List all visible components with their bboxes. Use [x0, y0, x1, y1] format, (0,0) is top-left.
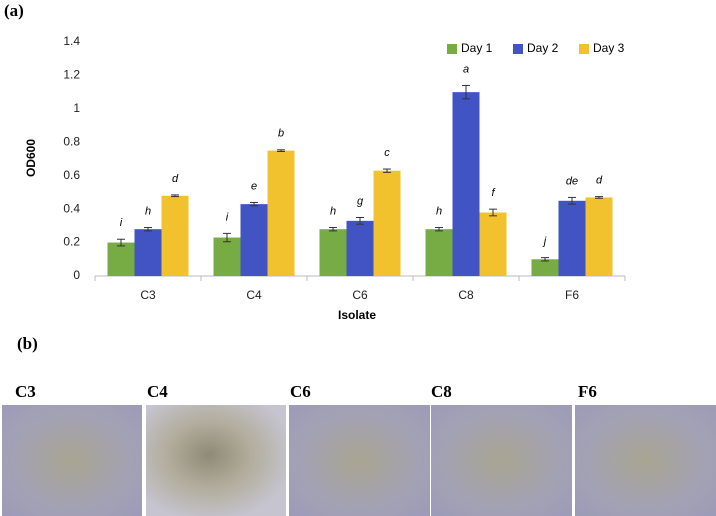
error-bar [117, 238, 125, 247]
x-tick-label: C6 [352, 288, 368, 302]
significance-letter: e [251, 180, 257, 192]
micrographs [2, 405, 716, 516]
micrograph [431, 405, 572, 516]
bar [479, 212, 507, 276]
legend-swatch [579, 44, 589, 54]
x-tick-label: F6 [565, 288, 579, 302]
y-tick-label: 0.8 [63, 134, 80, 148]
error-bar [223, 232, 231, 243]
error-bar [383, 168, 391, 173]
bar [585, 197, 613, 276]
error-bar [462, 84, 470, 100]
significance-letter: de [566, 175, 578, 187]
micrograph [575, 405, 716, 516]
y-tick-label: 0.6 [63, 168, 80, 182]
image-label: C8 [431, 382, 452, 401]
error-bar [329, 227, 337, 232]
significance-letter: j [542, 236, 547, 248]
bar [107, 242, 135, 276]
legend-swatch [513, 44, 523, 54]
y-tick-label: 1 [73, 101, 80, 115]
x-tick-label: C3 [140, 288, 156, 302]
error-bar [250, 201, 258, 207]
panel-label: (a) [4, 1, 24, 20]
error-bar [595, 196, 603, 199]
significance-letter: h [436, 205, 442, 217]
bar [213, 237, 241, 276]
bar [134, 229, 162, 276]
bar [161, 195, 189, 276]
legend-label: Day 1 [461, 41, 493, 55]
bar [267, 150, 295, 276]
micrograph [2, 405, 142, 516]
bar [373, 170, 401, 276]
bar [240, 204, 268, 276]
significance-letter: f [491, 187, 495, 199]
error-bar [541, 257, 549, 262]
y-tick-label: 1.4 [63, 34, 80, 48]
significance-letter: i [226, 211, 229, 223]
image-label: C6 [290, 382, 311, 401]
significance-letter: i [120, 217, 123, 229]
legend-label: Day 3 [593, 41, 625, 55]
error-bar [144, 227, 152, 232]
micrograph [146, 405, 286, 516]
significance-letter: a [463, 63, 469, 75]
micrograph [289, 405, 430, 516]
error-bar [356, 217, 364, 225]
significance-letter: c [384, 147, 390, 159]
error-bar [489, 208, 497, 217]
significance-letter: d [596, 175, 603, 187]
bar [558, 200, 586, 276]
error-bar [171, 194, 179, 198]
bar [319, 229, 347, 276]
significance-letter: h [145, 205, 151, 217]
y-tick-label: 0.2 [63, 235, 80, 249]
bar [531, 259, 559, 276]
image-label: F6 [578, 382, 597, 401]
image-label: C4 [147, 382, 168, 401]
y-axis-label: OD600 [24, 139, 38, 177]
bar [452, 92, 480, 277]
x-axis-label: Isolate [338, 308, 376, 322]
significance-letter: g [357, 195, 364, 207]
legend-swatch [447, 44, 457, 54]
panel-label: (b) [17, 334, 38, 353]
significance-letter: b [278, 128, 284, 140]
image-label: C3 [15, 382, 36, 401]
y-tick-label: 0 [73, 268, 80, 282]
error-bar [277, 149, 285, 152]
error-bar [435, 227, 443, 232]
significance-letter: h [330, 205, 336, 217]
bar [425, 229, 453, 276]
significance-letter: d [172, 173, 179, 185]
x-tick-label: C8 [458, 288, 474, 302]
y-tick-label: 1.2 [63, 68, 80, 82]
x-tick-label: C4 [246, 288, 262, 302]
legend-label: Day 2 [527, 41, 559, 55]
error-bar [568, 196, 576, 205]
bar [346, 220, 374, 276]
y-tick-label: 0.4 [63, 201, 80, 215]
